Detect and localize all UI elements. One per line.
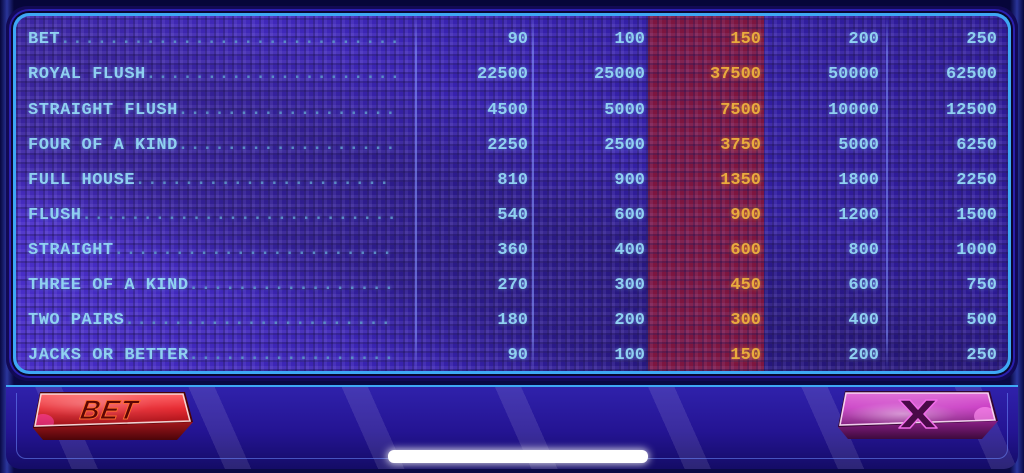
svg-text:BET: BET [78, 394, 142, 425]
